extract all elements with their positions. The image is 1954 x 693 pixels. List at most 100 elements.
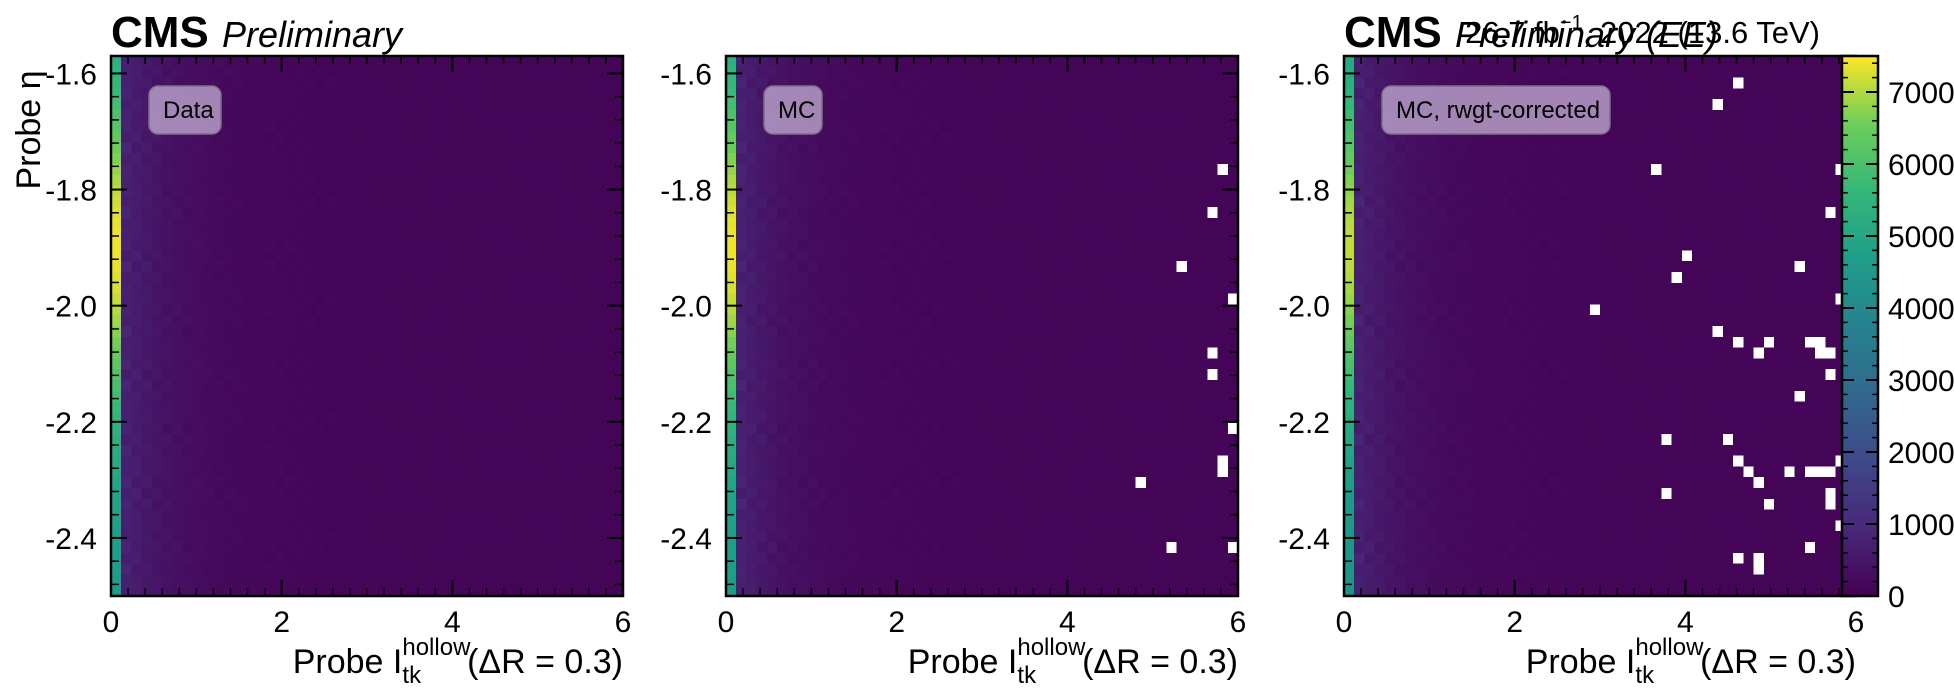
heatmap-cell (1217, 423, 1229, 435)
heatmap-cell (1094, 423, 1106, 435)
heatmap-cell (428, 131, 440, 143)
heatmap-cell (982, 412, 993, 424)
heatmap-cell (418, 444, 430, 457)
heatmap-cell (1217, 336, 1229, 349)
heatmap-cell (1053, 390, 1065, 403)
heatmap-cell (1176, 282, 1188, 295)
heatmap-cell (336, 142, 348, 154)
heatmap-cell (756, 164, 768, 176)
heatmap-cell (367, 153, 378, 165)
heatmap-cell (111, 218, 122, 230)
heatmap-cell (315, 56, 327, 68)
heatmap-cell (1156, 239, 1167, 251)
heatmap-cell (838, 401, 850, 413)
heatmap-cell (448, 423, 460, 435)
heatmap-cell (489, 131, 501, 143)
heatmap-cell (1176, 552, 1188, 565)
heatmap-cell (151, 207, 163, 219)
heatmap-cell (285, 434, 296, 446)
heatmap-cell (561, 239, 573, 251)
heatmap-cell (274, 261, 286, 273)
heatmap-cell (838, 315, 850, 327)
heatmap-cell (520, 520, 532, 532)
heatmap-cell (530, 498, 542, 511)
heatmap-cell (612, 110, 624, 122)
heatmap-cell (1022, 412, 1034, 424)
heatmap-cell (377, 434, 389, 446)
heatmap-cell (848, 207, 860, 219)
heatmap-cell (326, 326, 337, 338)
heatmap-cell (900, 423, 911, 435)
heatmap-cell (818, 336, 829, 349)
heatmap-cell (387, 466, 399, 478)
heatmap-cell (818, 261, 829, 273)
heatmap-cell (1227, 228, 1239, 241)
heatmap-cell (592, 326, 604, 338)
heatmap-cell (726, 466, 737, 478)
heatmap-cell (971, 552, 983, 565)
heatmap-cell (111, 498, 122, 511)
heatmap-cell (807, 552, 819, 565)
heatmap-cell (285, 239, 296, 251)
panel-label-box (148, 85, 222, 135)
heatmap-cell (387, 326, 399, 338)
heatmap-cell (295, 185, 307, 197)
heatmap-cell (807, 542, 819, 554)
heatmap-cell (848, 552, 860, 565)
heatmap-cell (356, 153, 368, 165)
heatmap-cell (797, 261, 809, 273)
heatmap-cell (766, 542, 778, 554)
heatmap-cell (879, 207, 891, 219)
heatmap-cell (777, 358, 789, 370)
heatmap-cell (141, 466, 153, 478)
heatmap-cell (1145, 99, 1157, 111)
heatmap-cell (213, 498, 225, 511)
heatmap-cell (1074, 520, 1085, 532)
heatmap-cell (766, 520, 778, 532)
heatmap-cell (213, 552, 225, 565)
heatmap-cell (479, 542, 491, 554)
heatmap-cell (203, 509, 214, 521)
heatmap-cell (203, 444, 214, 457)
heatmap-cell (746, 509, 758, 521)
heatmap-cell (1104, 66, 1116, 79)
heatmap-cell (1043, 239, 1055, 251)
heatmap-cell (469, 315, 481, 327)
heatmap-cell (551, 509, 563, 521)
heatmap-cell (561, 228, 573, 241)
heatmap-cell (1084, 444, 1096, 457)
heatmap-cell (561, 153, 573, 165)
heatmap-cell (756, 520, 768, 532)
heatmap-cell (377, 250, 389, 262)
heatmap-cell (920, 261, 932, 273)
heatmap-cell (356, 380, 368, 392)
heatmap-cell (971, 369, 983, 381)
heatmap-cell (592, 185, 604, 197)
heatmap-cell (407, 164, 419, 176)
heatmap-cell (941, 142, 952, 154)
heatmap-cell (520, 66, 532, 79)
heatmap-cell (151, 488, 163, 500)
heatmap-cell (1053, 347, 1065, 359)
heatmap-cell (438, 293, 450, 305)
heatmap-cell (992, 520, 1004, 532)
heatmap-cell (500, 153, 511, 165)
heatmap-cell (910, 196, 922, 208)
heatmap-cell (797, 401, 809, 413)
heatmap-cell (869, 369, 881, 381)
heatmap-cell (930, 423, 942, 435)
heatmap-cell (274, 434, 286, 446)
heatmap-cell (1043, 153, 1055, 165)
heatmap-cell (961, 444, 973, 457)
heatmap-cell (407, 261, 419, 273)
heatmap-cell (244, 293, 255, 305)
heatmap-cell (1063, 110, 1075, 122)
heatmap-cell (726, 56, 737, 68)
heatmap-cell (489, 380, 501, 392)
heatmap-cell (274, 207, 286, 219)
heatmap-cell (469, 164, 481, 176)
heatmap-cell (777, 390, 789, 403)
heatmap-cell (1063, 509, 1075, 521)
heatmap-cell (448, 390, 460, 403)
heatmap-cell (602, 542, 614, 554)
